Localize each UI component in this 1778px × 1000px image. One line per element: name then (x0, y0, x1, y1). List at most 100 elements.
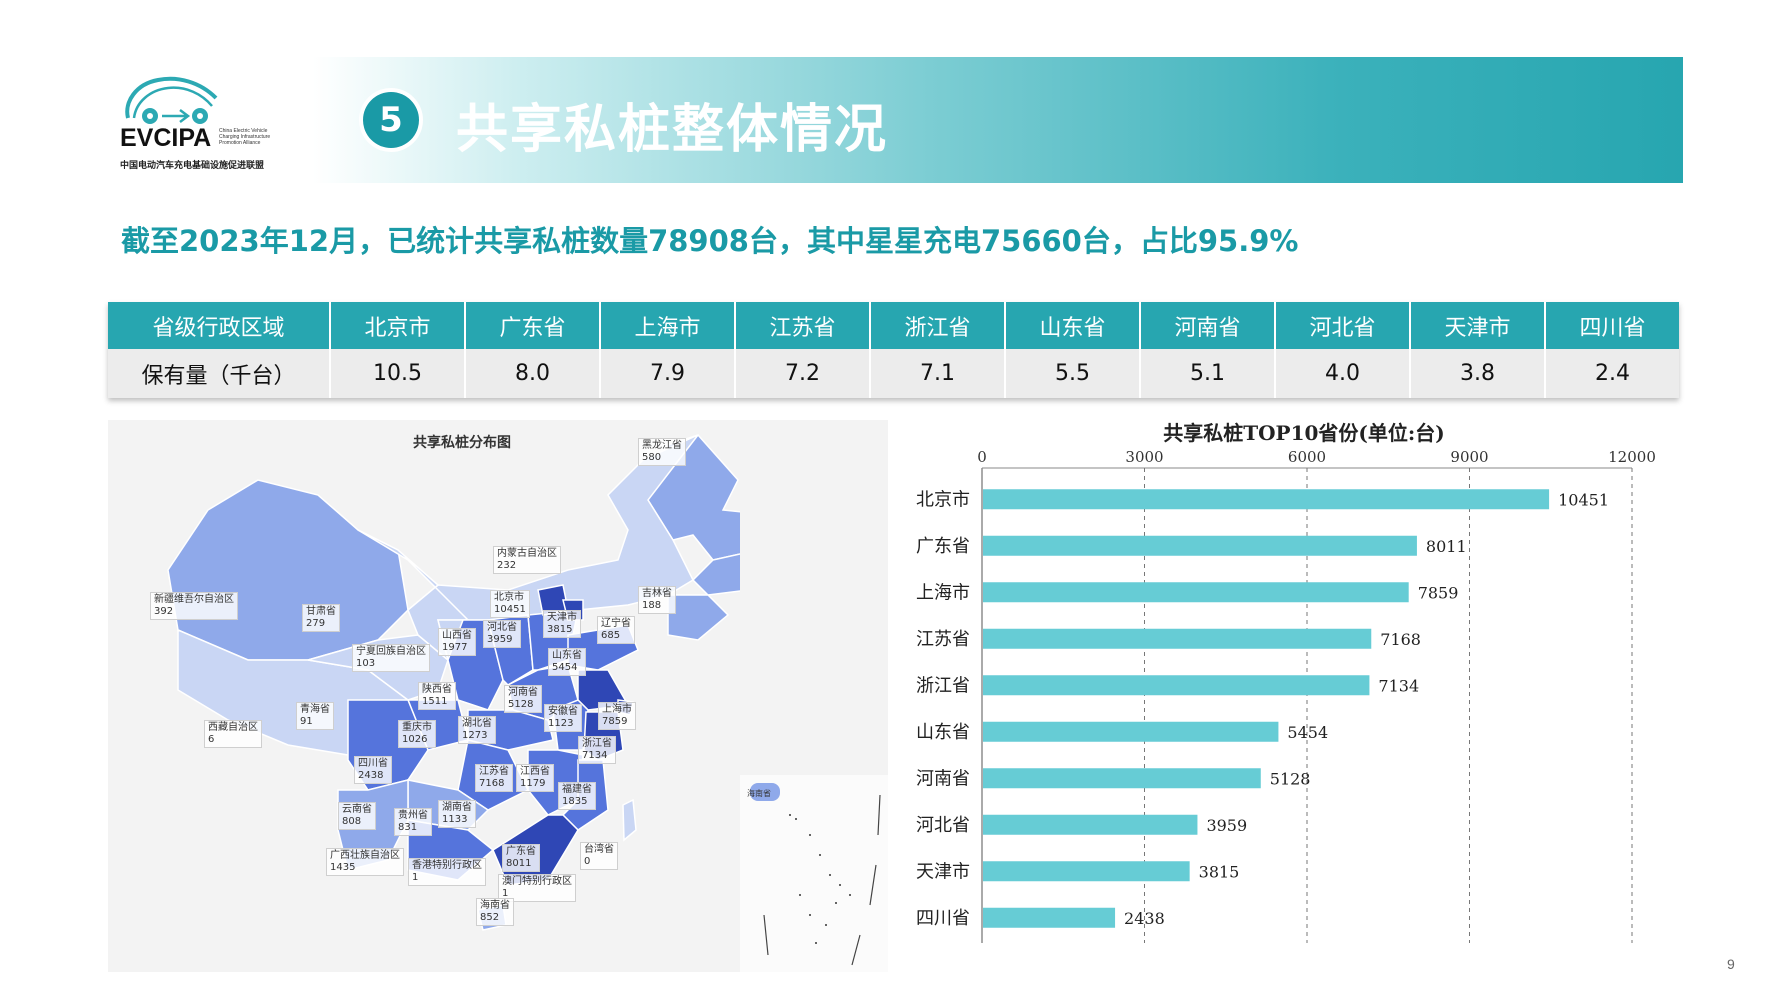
map-label-chongqing: 重庆市 1026 (398, 720, 436, 748)
table-header-cell: 浙江省 (870, 302, 1006, 349)
top10-bar-chart: 共享私桩TOP10省份(单位:台) 0 3000 6000 9000 12000 北京市… (916, 421, 1656, 943)
map-label-hunan: 湖南省 1133 (438, 800, 476, 828)
headline: 截至2023年12月，已统计共享私桩数量78908台，其中星星充电75660台，… (121, 224, 1299, 258)
ev-car-icon (125, 76, 218, 124)
category-label: 浙江省 (916, 675, 970, 696)
section-title: 共享私桩整体情况 (456, 100, 889, 160)
table-header-cell: 四川省 (1545, 302, 1679, 349)
map-label-shaanxi: 陕西省 1511 (418, 682, 456, 710)
x-tick-label: 0 (977, 448, 987, 466)
table-header-cell: 上海市 (600, 302, 736, 349)
map-label-tibet: 西藏自治区 6 (204, 720, 262, 748)
bar-value-label: 10451 (1558, 490, 1609, 509)
category-label: 北京市 (916, 489, 970, 510)
category-label: 河南省 (916, 768, 970, 789)
category-label: 河北省 (916, 815, 970, 836)
map-label-jiangsu: 江苏省 7168 (475, 764, 513, 792)
bar-value-label: 3959 (1206, 816, 1247, 835)
map-label-anhui: 安徽省 1123 (544, 704, 582, 732)
map-label-tianjin: 天津市 3815 (543, 610, 581, 638)
map-label-xinjiang: 新疆维吾尔自治区 392 (150, 592, 238, 620)
table-header-cell: 北京市 (330, 302, 466, 349)
x-tick-label: 6000 (1288, 448, 1326, 466)
map-label-henan: 河南省 5128 (504, 685, 542, 713)
map-label-gansu: 甘肃省 279 (302, 604, 340, 632)
x-tick-label: 12000 (1608, 448, 1656, 466)
map-label-liaoning: 辽宁省 685 (597, 616, 635, 644)
table-cell: 10.5 (330, 349, 466, 398)
evcipa-logo: EVCIPA China Electric Vehicle Charging I… (118, 72, 288, 172)
table-cell: 3.8 (1410, 349, 1546, 398)
bar-浙江省 (983, 675, 1370, 696)
bar-北京市 (983, 489, 1550, 510)
bar-广东省 (983, 535, 1417, 556)
map-region-xinjiang (167, 479, 409, 661)
table-header-cell: 天津市 (1410, 302, 1546, 349)
page-number: 9 (1727, 956, 1735, 972)
map-label-shandong: 山东省 5454 (548, 648, 586, 676)
map-label-taiwan: 台湾省 0 (580, 842, 618, 870)
table-header-cell: 广东省 (465, 302, 601, 349)
table-cell: 5.1 (1140, 349, 1276, 398)
section-banner: 5 共享私桩整体情况 (313, 57, 1683, 183)
bar-江苏省 (983, 628, 1372, 649)
bar-value-label: 7859 (1418, 583, 1459, 602)
distribution-map-panel: 海南省 共享私桩分布图 (108, 420, 888, 972)
table-row-label: 保有量（千台） (108, 349, 331, 398)
map-region-taiwan (622, 798, 637, 842)
bar-value-label: 2438 (1124, 909, 1165, 928)
top10-bar-chart-panel: 共享私桩TOP10省份(单位:台) 0 3000 6000 9000 12000 北京市… (890, 420, 1680, 975)
map-label-sichuan: 四川省 2438 (354, 756, 392, 784)
map-label-qinghai: 青海省 91 (296, 702, 334, 730)
chart-title: 共享私桩TOP10省份(单位:台) (1163, 421, 1444, 445)
table-cell: 7.2 (735, 349, 871, 398)
category-label: 天津市 (916, 861, 970, 882)
category-label: 山东省 (916, 722, 970, 743)
table-cell: 7.9 (600, 349, 736, 398)
bar-上海市 (983, 582, 1409, 603)
map-label-hainan: 海南省 852 (476, 898, 514, 926)
bar-value-label: 8011 (1426, 537, 1467, 556)
category-label: 广东省 (916, 536, 970, 557)
bar-value-label: 5454 (1287, 723, 1328, 742)
table-header-cell: 河北省 (1275, 302, 1411, 349)
map-label-guangxi: 广西壮族自治区 1435 (326, 848, 404, 876)
table-cell: 4.0 (1275, 349, 1411, 398)
bar-四川省 (983, 907, 1116, 928)
x-tick-label: 3000 (1125, 448, 1163, 466)
map-label-shanxi: 山西省 1977 (438, 628, 476, 656)
map-label-hebei: 河北省 3959 (483, 620, 521, 648)
table-cell: 2.4 (1545, 349, 1679, 398)
table-row: 保有量（千台） 10.5 8.0 7.9 7.2 7.1 5.5 5.1 4.0… (108, 349, 1679, 398)
bar-河北省 (983, 814, 1198, 835)
category-label: 四川省 (916, 908, 970, 929)
map-label-heilongjiang: 黑龙江省 580 (638, 438, 686, 466)
map-label-ningxia: 宁夏回族自治区 103 (352, 644, 430, 672)
table-header-cell: 山东省 (1005, 302, 1141, 349)
map-label-fujian: 福建省 1835 (558, 782, 596, 810)
table-header-cell: 省级行政区域 (108, 302, 331, 349)
map-inset-label: 海南省 (747, 789, 771, 798)
bar-value-label: 7168 (1380, 630, 1421, 649)
table-cell: 5.5 (1005, 349, 1141, 398)
bar-value-label: 5128 (1270, 769, 1311, 788)
logo-brand-cn: 中国电动汽车充电基础设施促进联盟 (120, 161, 265, 171)
logo-brand-en: China Electric Vehicle Charging Infrastr… (219, 128, 271, 146)
table-cell: 8.0 (465, 349, 601, 398)
category-label: 江苏省 (916, 629, 970, 650)
map-label-hubei: 湖北省 1273 (458, 716, 496, 744)
bar-山东省 (983, 721, 1279, 742)
map-region-liaoning (667, 594, 730, 641)
section-number: 5 (363, 92, 419, 148)
category-label: 上海市 (916, 582, 970, 603)
map-label-beijing: 北京市 10451 (490, 590, 530, 618)
map-label-shanghai: 上海市 7859 (598, 702, 636, 730)
x-tick-label: 9000 (1450, 448, 1488, 466)
map-label-jiangxi: 江西省 1179 (516, 764, 554, 792)
map-label-yunnan: 云南省 808 (338, 802, 376, 830)
map-label-guizhou: 贵州省 831 (394, 808, 432, 836)
map-label-macau: 澳门特别行政区 1 (498, 874, 576, 902)
map-label-jilin: 吉林省 188 (638, 586, 676, 614)
map-label-inner-mongolia: 内蒙古自治区 232 (493, 546, 561, 574)
bar-天津市 (983, 861, 1190, 882)
